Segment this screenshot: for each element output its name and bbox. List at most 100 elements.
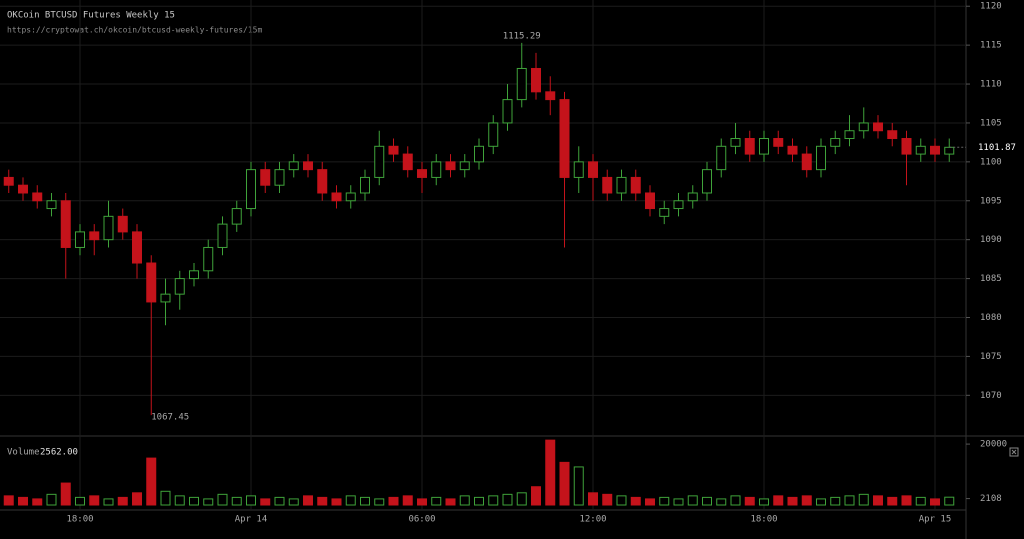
candle-body [673,200,684,210]
volume-bar [488,495,499,506]
x-tick-label: 18:00 [66,515,93,525]
candle-body [844,130,855,140]
candle-body [331,192,342,202]
volume-bar [616,495,627,506]
volume-bar [431,496,442,506]
volume-bar [673,498,684,506]
y-tick-label: 1075 [980,352,1002,362]
candle-body [630,176,641,194]
candle-body [260,169,271,186]
candle-body [60,200,71,248]
candle-body [730,138,741,147]
volume-bar [830,496,841,506]
volume-bar [559,461,570,506]
volume-bar [915,496,926,506]
close-icon [1011,449,1017,455]
volume-bar [117,496,128,506]
volume-bar [630,496,641,506]
candle-body [103,215,114,241]
candle-body [288,161,299,171]
candle-body [744,138,755,155]
candle-body [32,192,43,202]
candle-body [89,231,100,241]
volume-bar [702,496,712,506]
volume-bar [759,498,769,506]
volume-bar [545,439,556,506]
y-tick-label: 20000 [980,440,1007,450]
volume-bar [801,495,812,506]
volume-bar [787,496,798,506]
volume-bar [3,495,14,506]
candle-body [516,67,527,101]
y-tick-label: 1070 [980,391,1002,401]
volume-bar [773,495,784,506]
volume-bar [103,498,114,506]
volume-bar [858,493,869,506]
candle-body [303,161,313,171]
candle-body [816,145,826,171]
volume-bar [18,496,28,506]
volume-bar [516,492,527,506]
candle-body [474,145,484,163]
volume-bar [32,498,43,506]
candle-body [459,161,470,171]
candle-body [75,231,85,248]
candle-body [887,130,898,140]
candle-body [217,223,228,248]
volume-bar [901,495,912,506]
candle-body [616,176,627,194]
volume-bar [402,495,413,506]
volume-bar [602,493,613,506]
x-tick-label: 18:00 [750,515,777,525]
candle-body [431,161,442,178]
candle-body [873,122,883,132]
volume-bar [274,496,285,506]
last-price-label: 1101.87 [978,143,1016,153]
candle-body [915,145,926,155]
candle-body [345,192,356,202]
close-button[interactable] [1009,447,1019,457]
volume-value: 2562.00 [40,448,78,458]
y-tick-label: 1105 [980,118,1002,128]
volume-bar [317,496,328,506]
candle-body [274,169,285,186]
volume-title: Volume [7,448,40,458]
volume-bar [388,496,399,506]
volume-bar [46,493,57,506]
candle-body [231,208,242,225]
volume-bar [588,492,598,506]
chart-title: OKCoin BTCUSD Futures Weekly 15 [7,11,175,21]
volume-bar [288,498,299,506]
volume-bar [716,498,727,506]
candle-body [858,122,869,132]
volume-bar [260,498,271,506]
y-tick-label: 1085 [980,274,1002,284]
volume-bar [744,496,755,506]
volume-bar [873,495,883,506]
x-tick-label: 12:00 [579,515,606,525]
candle-body [545,91,556,101]
candle-body [417,169,427,178]
volume-bar [944,496,955,506]
volume-bar [146,457,157,506]
candle-body [801,153,812,171]
low-label: 1067.45 [151,413,189,423]
candle-body [360,176,370,194]
candle-body [702,169,712,194]
volume-bar [160,490,171,506]
candle-body [830,138,841,147]
candle-body [132,231,142,264]
volume-bar [730,495,741,506]
candle-body [659,208,670,217]
candle-body [773,138,784,147]
volume-bar [217,493,228,506]
candle-body [46,200,57,210]
candle-body [930,145,940,155]
y-tick-label: 1120 [980,2,1002,12]
volume-bar [203,498,214,506]
volume-bar [246,495,256,506]
candle-body [174,278,185,295]
last-price-box [968,141,1024,154]
